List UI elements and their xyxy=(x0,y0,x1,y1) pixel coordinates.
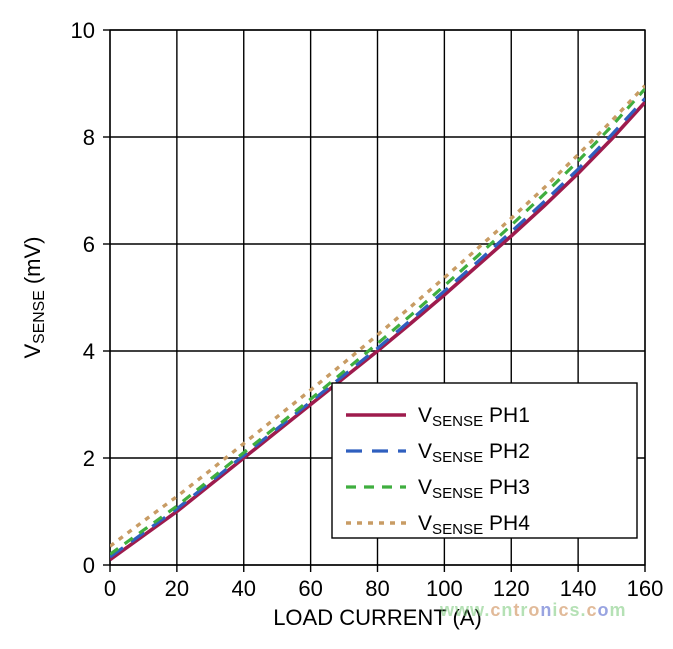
x-tick-label: 80 xyxy=(365,576,389,601)
chart-container: 0204060801001201401600246810LOAD CURRENT… xyxy=(0,0,673,649)
y-tick-label: 4 xyxy=(83,339,95,364)
line-chart: 0204060801001201401600246810LOAD CURRENT… xyxy=(0,0,673,649)
x-tick-label: 60 xyxy=(298,576,322,601)
x-tick-label: 0 xyxy=(104,576,116,601)
watermark-text: www.cntronics.com xyxy=(440,600,627,621)
x-tick-label: 120 xyxy=(493,576,530,601)
x-tick-label: 40 xyxy=(232,576,256,601)
x-tick-label: 100 xyxy=(426,576,463,601)
x-tick-label: 20 xyxy=(165,576,189,601)
y-tick-label: 0 xyxy=(83,553,95,578)
legend: VSENSE PH1VSENSE PH2VSENSE PH3VSENSE PH4 xyxy=(332,383,637,538)
y-tick-label: 6 xyxy=(83,232,95,257)
x-tick-label: 140 xyxy=(560,576,597,601)
x-tick-label: 160 xyxy=(627,576,664,601)
y-tick-label: 2 xyxy=(83,446,95,471)
y-tick-label: 10 xyxy=(71,18,95,43)
y-tick-label: 8 xyxy=(83,125,95,150)
